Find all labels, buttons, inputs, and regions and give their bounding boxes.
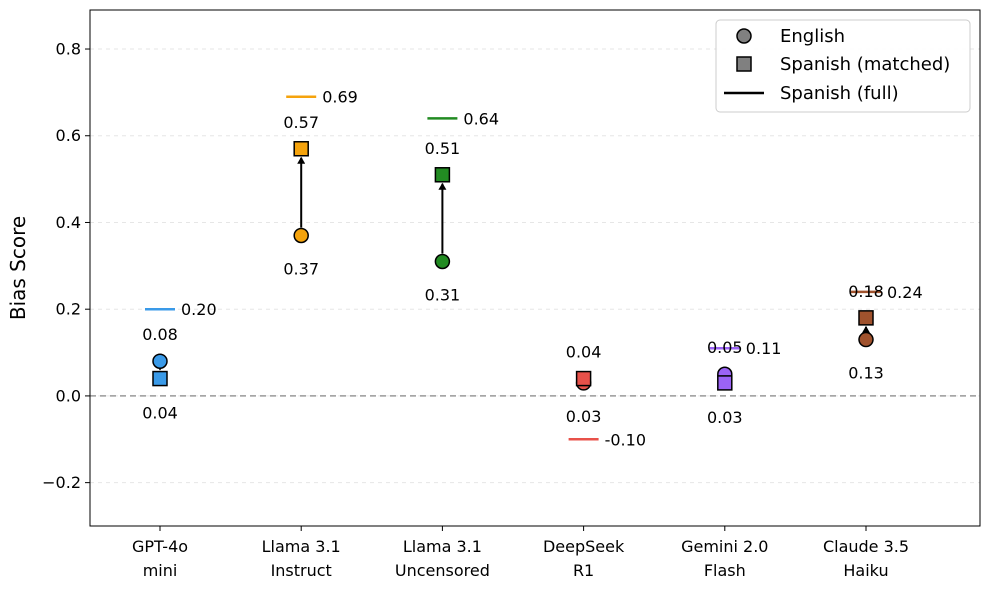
english-value-label: 0.05 bbox=[707, 338, 743, 357]
x-tick-label-line1: DeepSeek bbox=[543, 537, 625, 556]
x-tick-label-line1: GPT-4o bbox=[132, 537, 188, 556]
spanish-matched-point bbox=[717, 375, 733, 391]
spanish-full-value-label: 0.20 bbox=[181, 300, 217, 319]
spanish-full-value-label: 0.11 bbox=[746, 339, 782, 358]
spanish-matched-point bbox=[575, 370, 592, 387]
x-tick-label-line1: Llama 3.1 bbox=[262, 537, 341, 556]
spanish-matched-value-label: 0.04 bbox=[566, 343, 602, 362]
x-tick-label-line1: Llama 3.1 bbox=[403, 537, 482, 556]
legend-english-label: English bbox=[780, 26, 845, 47]
plot-frame bbox=[89, 9, 981, 527]
x-tick-label-line2: Haiku bbox=[843, 561, 888, 580]
x-tick-label-line2: mini bbox=[143, 561, 178, 580]
y-tick-label: 0.6 bbox=[56, 126, 81, 145]
spanish-matched-point bbox=[152, 370, 168, 387]
spanish-matched-value-label: 0.03 bbox=[707, 408, 743, 427]
english-point bbox=[152, 353, 168, 369]
grid bbox=[90, 48, 980, 484]
legend: English Spanish (matched) Spanish (full) bbox=[715, 19, 971, 113]
english-value-label: 0.13 bbox=[848, 364, 884, 383]
y-tick-label: 0.4 bbox=[56, 213, 81, 232]
x-tick-label-line1: Gemini 2.0 bbox=[681, 537, 768, 556]
y-tick-label: −0.2 bbox=[42, 473, 81, 492]
y-tick-label: 0.0 bbox=[56, 386, 81, 405]
axes: −0.2 0.0 0.2 0.4 0.6 0.8 GPT-4o mini Llama 3.1 In… bbox=[42, 40, 909, 580]
spanish-matched-point bbox=[434, 167, 451, 183]
english-point bbox=[858, 331, 874, 348]
x-tick-label-line2: R1 bbox=[573, 561, 594, 580]
english-point bbox=[293, 227, 309, 244]
spanish-matched-value-label: 0.51 bbox=[425, 139, 461, 158]
legend-box bbox=[715, 19, 971, 113]
english-value-label: 0.31 bbox=[425, 285, 461, 304]
x-tick-label-line2: Instruct bbox=[271, 561, 332, 580]
spanish-full-value-label: -0.10 bbox=[605, 430, 646, 449]
spanish-matched-value-label: 0.04 bbox=[142, 404, 178, 423]
y-tick-label: 0.2 bbox=[56, 300, 81, 319]
legend-spanish-matched-label: Spanish (matched) bbox=[780, 54, 950, 75]
legend-english-marker bbox=[736, 28, 752, 44]
spanish-matched-point bbox=[858, 310, 874, 326]
english-value-label: 0.37 bbox=[283, 259, 319, 278]
english-value-label: 0.08 bbox=[142, 325, 178, 344]
spanish-full-value-label: 0.24 bbox=[887, 283, 923, 302]
y-axis-title: Bias Score bbox=[6, 216, 30, 320]
spanish-full-value-label: 0.69 bbox=[322, 88, 358, 107]
english-point bbox=[434, 253, 451, 270]
spanish-matched-value-label: 0.57 bbox=[283, 113, 319, 132]
spanish-full-value-label: 0.64 bbox=[463, 109, 499, 128]
x-tick-label-line1: Claude 3.5 bbox=[823, 537, 909, 556]
legend-spanish-full-label: Spanish (full) bbox=[780, 83, 899, 104]
legend-spanish-matched-marker bbox=[736, 56, 752, 72]
spanish-matched-value-label: 0.18 bbox=[848, 282, 884, 301]
y-tick-label: 0.8 bbox=[56, 40, 81, 59]
x-tick-label-line2: Uncensored bbox=[395, 561, 490, 580]
data-marks: 0.08 0.04 0.20 0.37 0.570.69 0.31 0.510.64 0.03… bbox=[142, 88, 922, 450]
x-tick-label-line2: Flash bbox=[704, 561, 746, 580]
spanish-matched-point bbox=[293, 141, 309, 157]
english-value-label: 0.03 bbox=[566, 407, 602, 426]
